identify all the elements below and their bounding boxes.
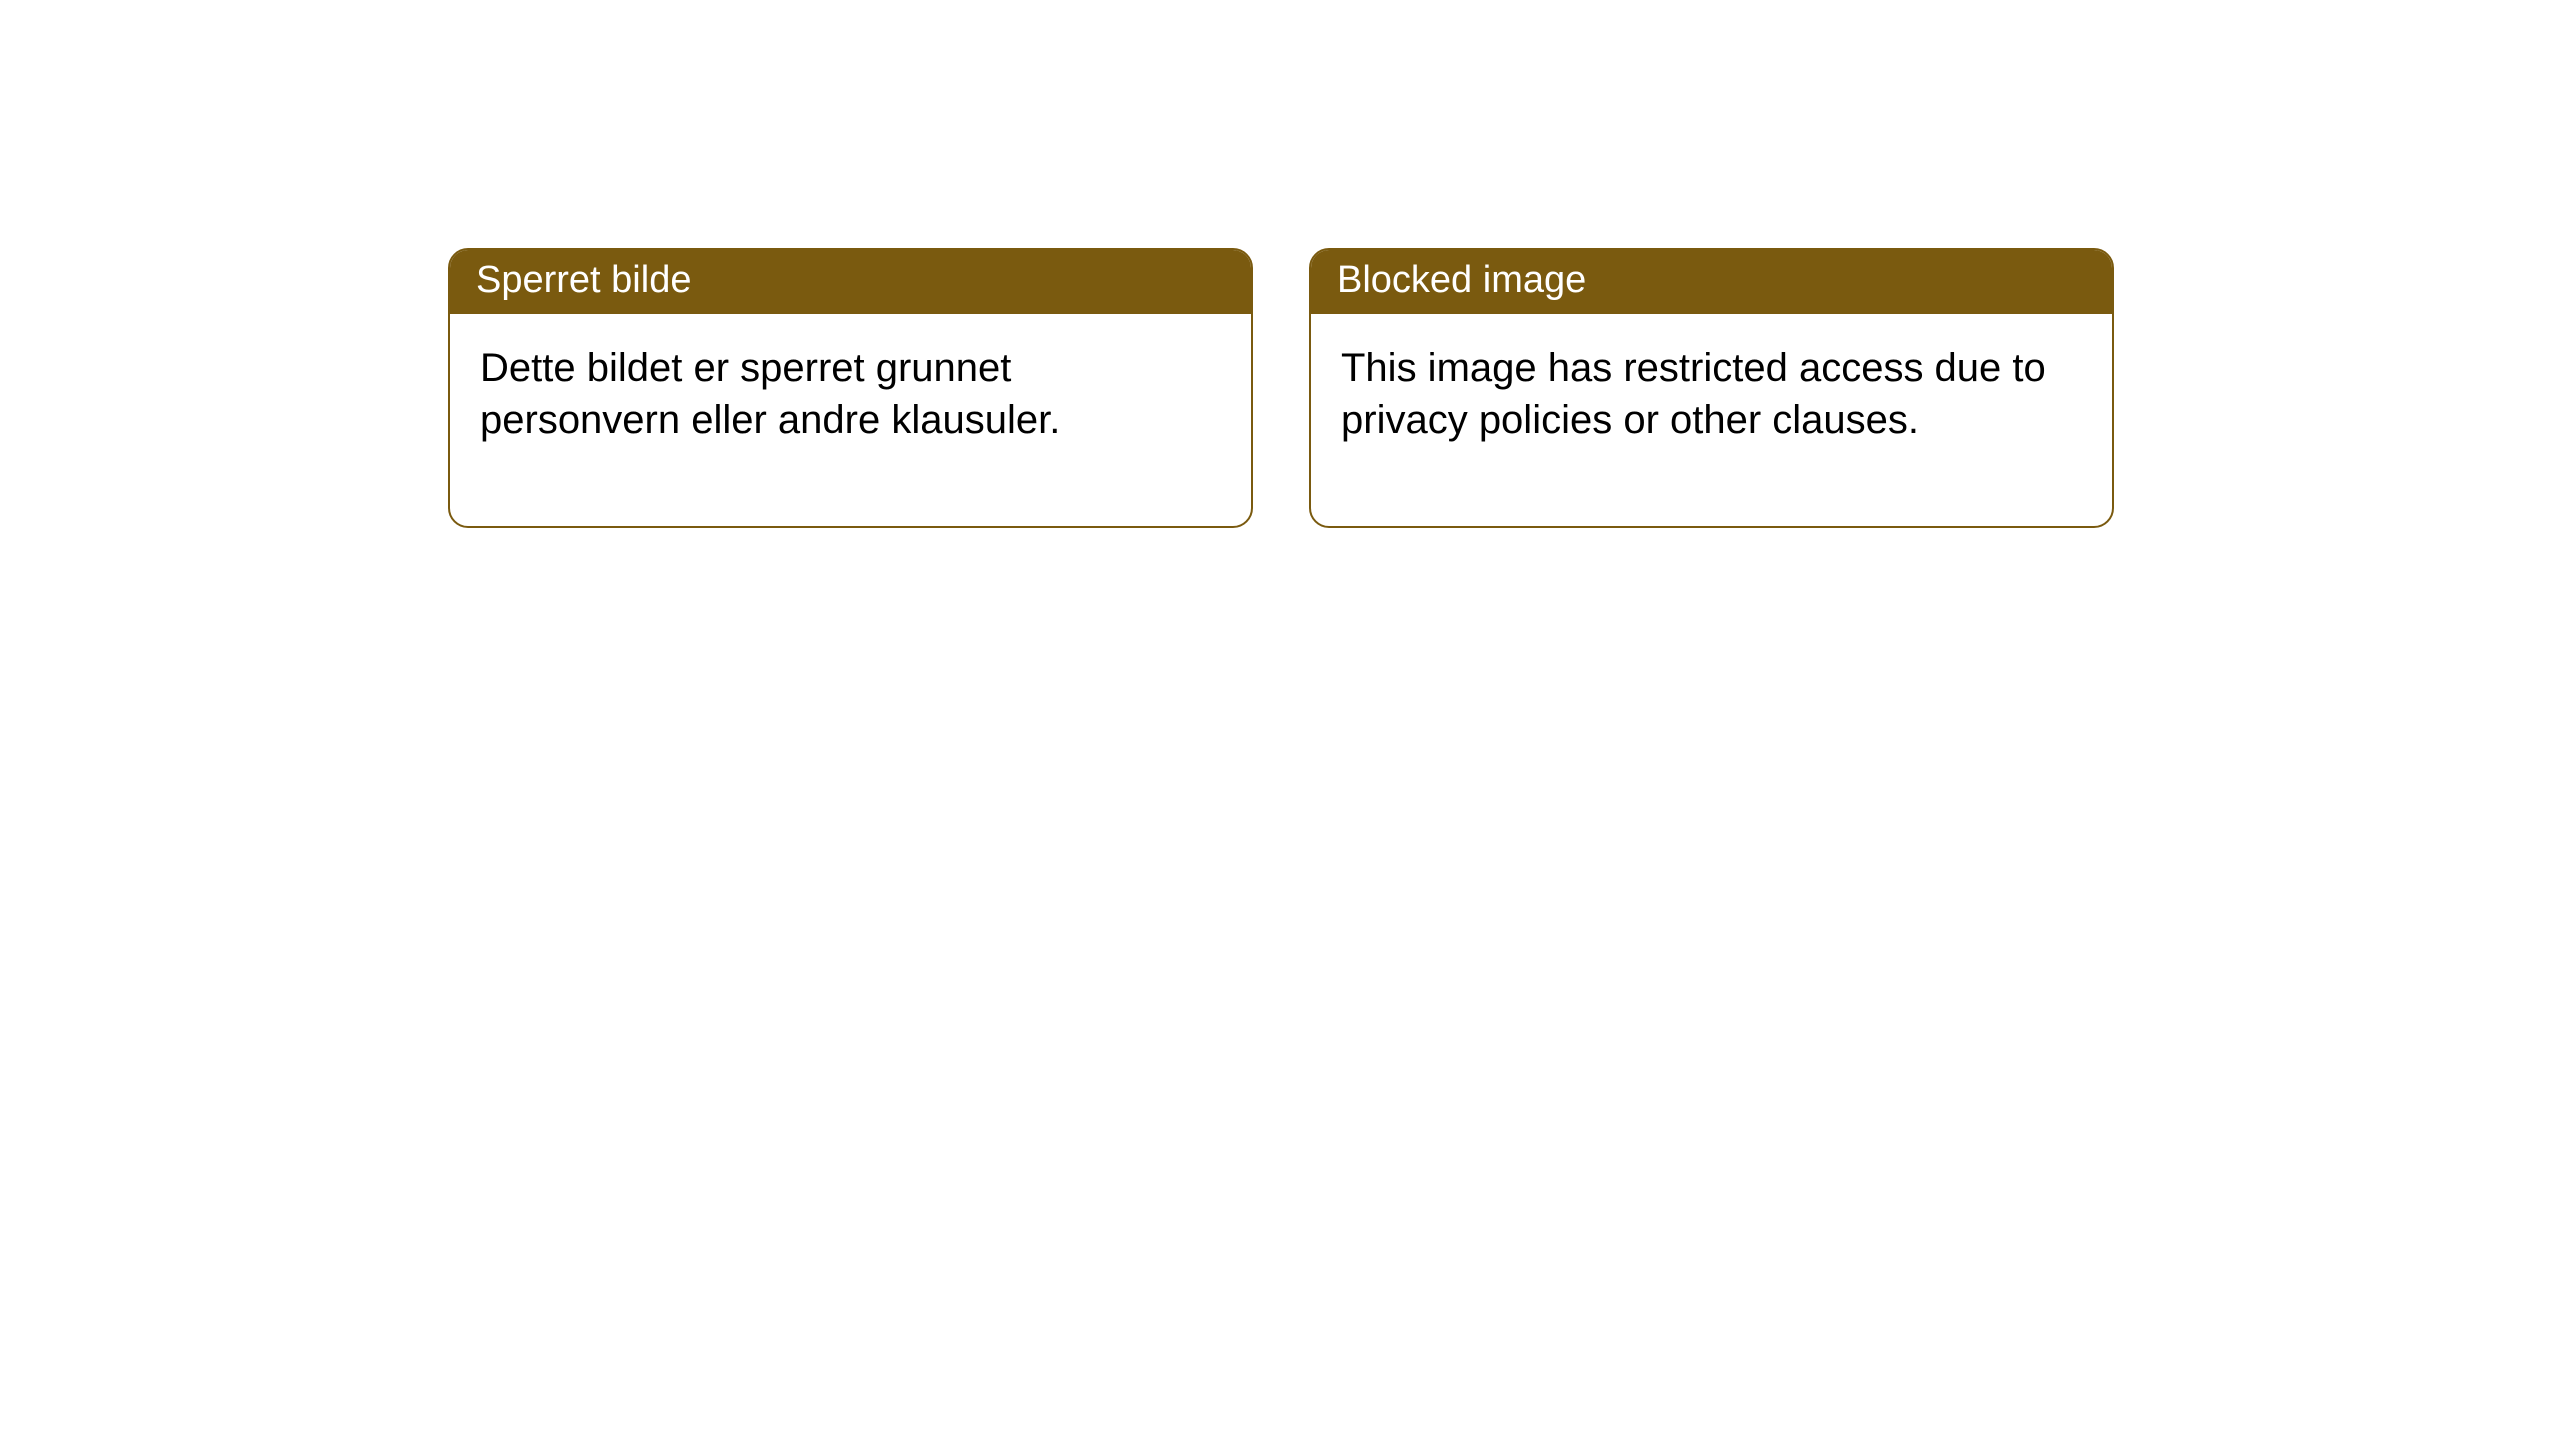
notice-panel-english: Blocked image This image has restricted …: [1309, 248, 2114, 528]
panel-body-text: This image has restricted access due to …: [1311, 314, 2112, 526]
notice-panel-norwegian: Sperret bilde Dette bildet er sperret gr…: [448, 248, 1253, 528]
notice-panels-container: Sperret bilde Dette bildet er sperret gr…: [448, 248, 2114, 528]
panel-body-text: Dette bildet er sperret grunnet personve…: [450, 314, 1251, 526]
panel-title: Blocked image: [1311, 250, 2112, 314]
panel-title: Sperret bilde: [450, 250, 1251, 314]
